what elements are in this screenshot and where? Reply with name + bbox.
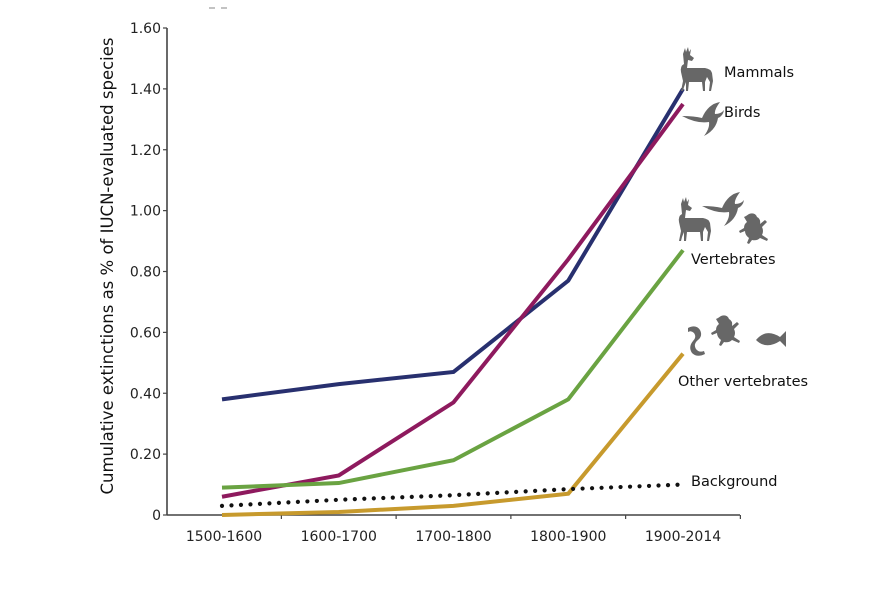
- background-dot: [514, 489, 519, 494]
- background-dot: [618, 484, 623, 490]
- background-dot: [438, 493, 443, 498]
- mammals-icons: [680, 47, 713, 91]
- y-tick-label: 1.20: [130, 143, 161, 159]
- y-axis-label: Cumulative extinctions as % of IUCN-eval…: [98, 37, 117, 494]
- background-dot: [675, 482, 680, 487]
- background-dot: [333, 497, 338, 503]
- other-vertebrates-icons: [688, 315, 786, 356]
- background-dot: [599, 485, 604, 490]
- x-tick-label: 1700-1800: [415, 529, 491, 545]
- line-other-vertebrates: [221, 352, 685, 517]
- y-tick-label: 0.40: [130, 386, 161, 402]
- background-dot: [257, 501, 263, 506]
- background-dot: [229, 503, 234, 508]
- y-tick-label: 0.80: [130, 265, 161, 281]
- background-dot: [295, 499, 300, 505]
- line-mammals: [221, 87, 685, 402]
- background-dot: [580, 486, 585, 491]
- background-dot: [238, 502, 244, 507]
- background-dot: [419, 494, 424, 499]
- vertebrates-icons: [678, 192, 768, 244]
- background-dot: [305, 499, 310, 504]
- birds-icons: [682, 102, 724, 136]
- fish-icon: [756, 331, 786, 347]
- background-dot: [656, 483, 661, 488]
- background-dot: [276, 500, 282, 506]
- background-dot: [219, 503, 225, 508]
- deer-icon: [680, 47, 713, 91]
- background-dot: [362, 496, 367, 501]
- x-tick-label: 1900-2014: [645, 529, 721, 545]
- background-dot: [390, 495, 395, 500]
- y-tick-label: 1.60: [130, 21, 161, 37]
- series-lines: [219, 87, 685, 517]
- y-tick-label: 1.00: [130, 204, 161, 220]
- background-dot: [476, 491, 481, 497]
- series-vertebrates: [221, 248, 685, 490]
- background-dot: [447, 493, 452, 498]
- line-vertebrates: [221, 248, 685, 490]
- background-dot: [457, 492, 462, 498]
- background-dot: [409, 494, 414, 499]
- background-dot: [466, 492, 471, 497]
- background-dot: [343, 497, 348, 502]
- y-tick-label: 0.20: [130, 447, 161, 463]
- background-dot: [286, 500, 291, 505]
- background-dot: [371, 496, 376, 501]
- background-dot: [428, 494, 433, 499]
- x-tick-label: 1600-1700: [301, 529, 377, 545]
- background-dot: [400, 495, 405, 500]
- y-tick-label: 0: [152, 508, 161, 524]
- x-tick-label: 1500-1600: [186, 529, 262, 545]
- y-tick-label: 0.60: [130, 325, 161, 341]
- background-dot: [608, 485, 614, 490]
- background-dot: [314, 498, 319, 504]
- background-dot: [561, 487, 566, 492]
- background-dot: [646, 483, 652, 489]
- frog-icon: [711, 315, 740, 346]
- series-other-vertebrates: [221, 352, 685, 517]
- axes: [166, 28, 740, 516]
- series-background: [219, 482, 680, 508]
- series-mammals: [221, 87, 685, 402]
- series-label-birds: Birds: [724, 105, 760, 121]
- background-dot: [248, 502, 253, 507]
- y-ticks: 0 0.20 0.40 0.60 0.80 1.00 1.20 1.40 1.60: [130, 21, 167, 524]
- snake-icon: [688, 326, 705, 356]
- background-dot: [665, 483, 671, 488]
- series-label-other-vertebrates: Other vertebrates: [678, 374, 808, 390]
- background-dot: [570, 486, 576, 492]
- y-tick-label: 1.40: [130, 82, 161, 98]
- bird-icon: [682, 102, 724, 136]
- background-dot: [381, 495, 386, 501]
- background-dot: [485, 491, 490, 496]
- background-dot: [627, 484, 633, 489]
- background-dot: [552, 487, 557, 492]
- background-dot: [504, 490, 509, 495]
- background-dot: [352, 497, 357, 502]
- background-dot: [267, 501, 272, 506]
- x-ticks: 1500-1600 1600-1700 1700-1800 1800-1900 1900…: [186, 515, 741, 545]
- background-dot: [589, 486, 595, 491]
- x-tick-label: 1800-1900: [530, 529, 606, 545]
- series-birds: [221, 102, 685, 499]
- series-label-mammals: Mammals: [724, 65, 794, 81]
- series-label-vertebrates: Vertebrates: [691, 252, 776, 268]
- background-dot: [533, 488, 538, 493]
- deer-icon: [678, 197, 711, 241]
- background-dot: [523, 489, 528, 494]
- top-artifact: [209, 7, 227, 9]
- frog-icon: [739, 213, 768, 244]
- series-label-background: Background: [691, 474, 778, 490]
- background-dot: [637, 484, 642, 489]
- background-dot: [495, 490, 500, 495]
- background-dot: [542, 488, 547, 493]
- background-dot: [324, 498, 329, 503]
